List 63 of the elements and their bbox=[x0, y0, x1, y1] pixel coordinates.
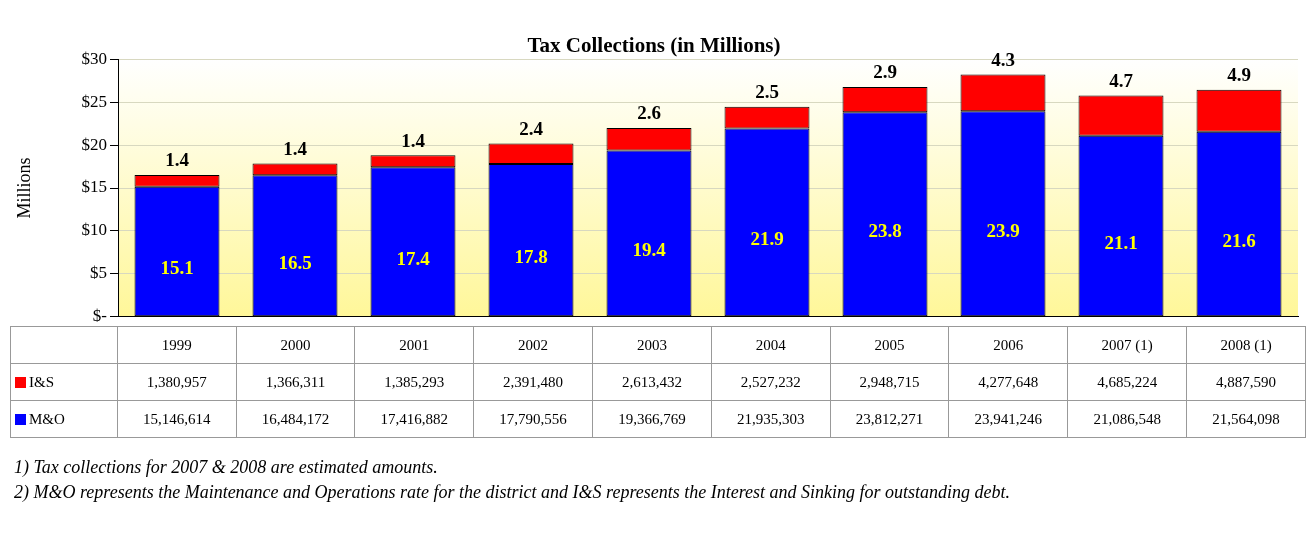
legend-label: I&S bbox=[10, 363, 118, 401]
text: 1,366,311 bbox=[236, 363, 355, 401]
data-label: 21.1 bbox=[1104, 231, 1138, 253]
data-label: 23.9 bbox=[986, 219, 1020, 241]
text: 21,086,548 bbox=[1067, 400, 1187, 438]
y-tick-label: $10 bbox=[81, 220, 107, 240]
x-tick-label: 2008 (1) bbox=[1186, 326, 1306, 364]
y-tick-label: $15 bbox=[81, 177, 107, 197]
text: 1,385,293 bbox=[354, 363, 474, 401]
text: 2,527,232 bbox=[711, 363, 831, 401]
text: 4,277,648 bbox=[948, 363, 1068, 401]
data-label: 1.4 bbox=[165, 149, 190, 171]
data-label: 1.4 bbox=[401, 129, 426, 151]
data-label: 2.4 bbox=[519, 117, 544, 139]
x-tick-label: 2007 (1) bbox=[1067, 326, 1187, 364]
x-tick-label: 2000 bbox=[236, 326, 355, 364]
data-label: 21.9 bbox=[750, 228, 784, 250]
text: 4,887,590 bbox=[1186, 363, 1306, 401]
text: 21,935,303 bbox=[711, 400, 831, 438]
data-label: 17.8 bbox=[514, 246, 548, 268]
text: 4,685,224 bbox=[1067, 363, 1187, 401]
data-label: 4.7 bbox=[1109, 69, 1134, 91]
text: 21,564,098 bbox=[1186, 400, 1306, 438]
y-tick-label: $30 bbox=[81, 48, 107, 68]
data-label: 2.5 bbox=[755, 81, 779, 103]
text: 2) M&O represents the Maintenance and Operations rate for the district and I&S represents the Interest and Sinking for outstanding debt. bbox=[14, 481, 1012, 504]
x-tick-label: 2001 bbox=[354, 326, 474, 364]
data-label: 23.8 bbox=[868, 220, 902, 242]
y-tick-label: $20 bbox=[81, 134, 107, 154]
text: 2,391,480 bbox=[473, 363, 593, 401]
data-label: 1.4 bbox=[283, 137, 308, 159]
text: 2,613,432 bbox=[592, 363, 712, 401]
text: 23,812,271 bbox=[830, 400, 949, 438]
data-label: 19.4 bbox=[632, 239, 667, 261]
text: 1) Tax collections for 2007 & 2008 are estimated amounts. bbox=[14, 456, 439, 479]
y-tick-label: $25 bbox=[81, 91, 107, 111]
data-label: 15.1 bbox=[160, 257, 194, 279]
text: 15,146,614 bbox=[117, 400, 237, 438]
data-label: 2.6 bbox=[637, 102, 661, 124]
text: 2,948,715 bbox=[830, 363, 949, 401]
legend-label: M&O bbox=[10, 400, 118, 438]
data-label: 4.3 bbox=[991, 48, 1015, 70]
data-label: 17.4 bbox=[396, 247, 431, 269]
data-label: 4.9 bbox=[1227, 64, 1251, 86]
text: 17,790,556 bbox=[473, 400, 593, 438]
x-tick-label: 2003 bbox=[592, 326, 712, 364]
x-tick-label: 2006 bbox=[948, 326, 1068, 364]
data-label: 2.9 bbox=[873, 61, 897, 83]
text: 16,484,172 bbox=[236, 400, 355, 438]
y-tick-label: $5 bbox=[90, 263, 107, 283]
text: 17,416,882 bbox=[354, 400, 474, 438]
x-tick-label: 2004 bbox=[711, 326, 831, 364]
y-tick-label: $- bbox=[92, 306, 108, 326]
text: 23,941,246 bbox=[948, 400, 1068, 438]
text: 1,380,957 bbox=[117, 363, 237, 401]
x-tick-label: 2005 bbox=[830, 326, 949, 364]
y-axis-title: Millions bbox=[13, 157, 34, 219]
text: 19,366,769 bbox=[592, 400, 712, 438]
data-label: 16.5 bbox=[278, 251, 312, 273]
x-tick-label: 2002 bbox=[473, 326, 593, 364]
data-label: 21.6 bbox=[1222, 229, 1256, 251]
x-tick-label: 1999 bbox=[117, 326, 237, 364]
chart-title: Tax Collections (in Millions) bbox=[527, 33, 781, 58]
